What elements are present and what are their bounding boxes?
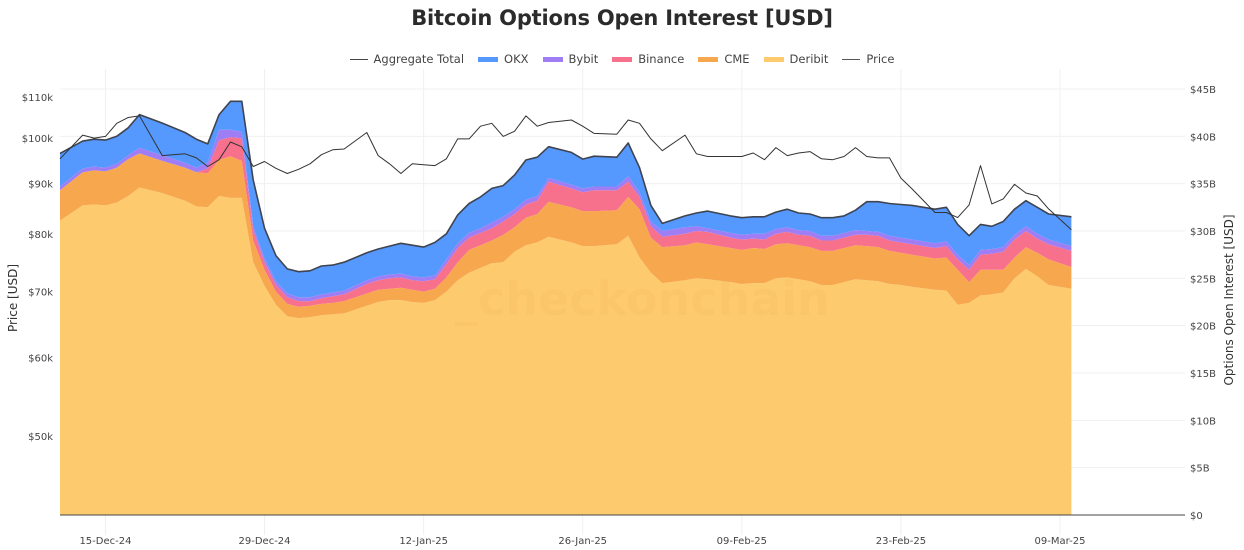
x-tick-label: 09-Feb-25: [717, 536, 767, 547]
stacked-areas: [60, 101, 1072, 515]
y-right-tick-label: $35B: [1190, 180, 1216, 191]
legend-label: Bybit: [568, 52, 599, 66]
legend-item-cme[interactable]: CME: [698, 52, 750, 66]
x-tick-label: 15-Dec-24: [79, 536, 131, 547]
y-right-tick-label: $15B: [1190, 369, 1216, 380]
y-right-tick-label: $0: [1190, 511, 1203, 522]
legend-label: Aggregate Total: [373, 52, 465, 66]
legend-item-bybit[interactable]: Bybit: [542, 52, 599, 66]
y-left-tick-label: $70k: [28, 287, 53, 298]
legend-label: OKX: [504, 52, 529, 66]
y-right-tick-label: $30B: [1190, 227, 1216, 238]
y-right-tick-label: $20B: [1190, 322, 1216, 333]
legend-swatch: [478, 56, 499, 62]
legend-item-binance[interactable]: Binance: [612, 52, 684, 66]
legend-swatch: [698, 56, 719, 62]
x-tick-label: 26-Jan-25: [558, 536, 607, 547]
y-right-tick-label: $5B: [1190, 464, 1210, 475]
line-aggregate-total: [59, 100, 1072, 273]
legend-item-okx[interactable]: OKX: [478, 52, 529, 66]
area-deribit: [60, 187, 1072, 515]
y-left-tick-label: $50k: [28, 432, 53, 443]
legend-item-aggregate-total[interactable]: Aggregate Total: [349, 52, 465, 66]
y-left-tick-label: $60k: [28, 354, 53, 365]
y-right-tick-label: $45B: [1190, 85, 1216, 96]
legend-item-deribit[interactable]: Deribit: [763, 52, 829, 66]
legend-label: Binance: [638, 52, 685, 66]
y-right-tick-label: $10B: [1190, 416, 1216, 427]
area-cme: [60, 153, 1072, 319]
watermark: _checkonchain: [455, 272, 830, 326]
legend-swatch: [542, 56, 563, 62]
chart-title: Bitcoin Options Open Interest [USD]: [411, 6, 833, 30]
legend: Aggregate Total OKX Bybit Binance CME Deribit…: [0, 52, 1244, 66]
y-axis-left-label: Price [USD]: [6, 264, 20, 332]
x-tick-label: 29-Dec-24: [239, 536, 291, 547]
legend-label: Deribit: [789, 52, 829, 66]
legend-item-price[interactable]: Price: [842, 52, 894, 66]
y-left-tick-label: $80k: [28, 230, 53, 241]
legend-swatch: [842, 58, 861, 60]
y-left-tick-label: $100k: [22, 134, 53, 145]
legend-swatch: [763, 56, 784, 62]
y-right-tick-label: $40B: [1190, 132, 1216, 143]
legend-label: Price: [866, 52, 895, 66]
y-axis-right-label: Options Open Interest [USD]: [1222, 214, 1236, 385]
y-left-tick-label: $110k: [22, 93, 53, 104]
x-tick-label: 09-Mar-25: [1035, 536, 1086, 547]
x-tick-label: 12-Jan-25: [399, 536, 448, 547]
legend-swatch: [612, 56, 633, 62]
line-price: [59, 115, 1072, 231]
legend-swatch: [349, 58, 368, 60]
line-series: [59, 100, 1072, 273]
y-right-tick-label: $25B: [1190, 274, 1216, 285]
axes: 15-Dec-24 29-Dec-24 12-Jan-25 26-Jan-25 09-F…: [22, 85, 1216, 547]
legend-label: CME: [724, 52, 750, 66]
x-tick-label: 23-Feb-25: [876, 536, 926, 547]
y-left-tick-label: $90k: [28, 179, 53, 190]
